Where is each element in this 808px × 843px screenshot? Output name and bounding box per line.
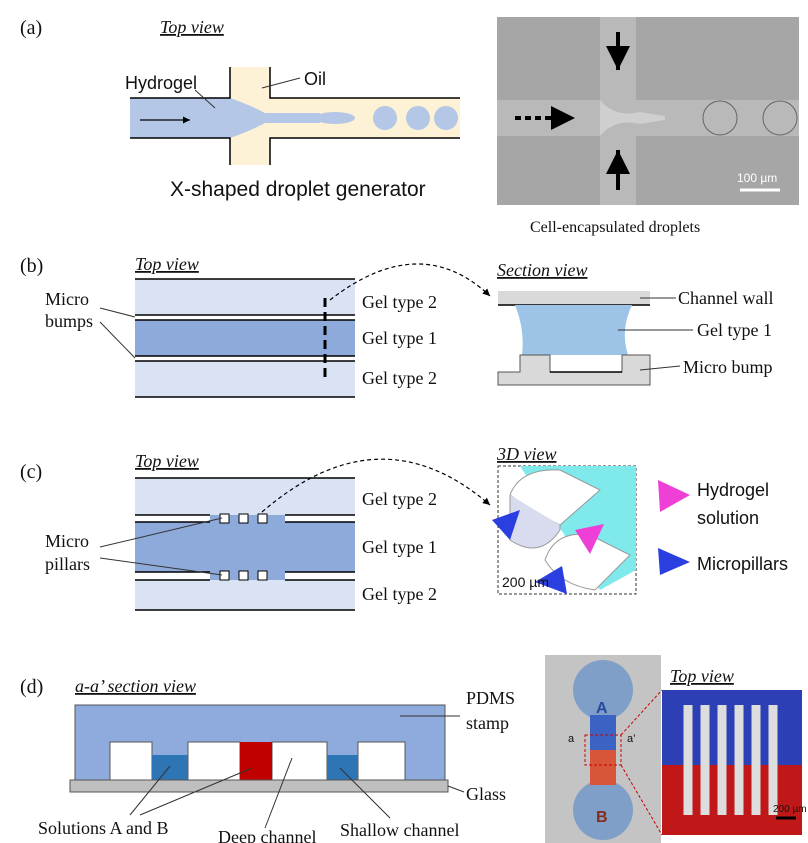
label: bumps	[45, 311, 93, 331]
panel-b: (b) Top view Micro bumps Gel type 2 Gel …	[20, 254, 773, 397]
panel-c: (c) Top view Micro pillars Gel type 2 Ge…	[20, 444, 788, 610]
shape-rect	[135, 522, 355, 572]
label: Micro	[45, 289, 89, 309]
shape-rect	[188, 742, 240, 780]
label: Gel type 1	[697, 320, 772, 340]
label: Shallow channel	[340, 820, 459, 840]
panel-label: (a)	[20, 17, 42, 39]
shape-rect	[110, 742, 152, 780]
view-title: Top view	[135, 254, 199, 274]
caption: Cell-encapsulated droplets	[530, 219, 700, 236]
shape-circle	[373, 106, 397, 130]
shape-rect	[358, 742, 405, 780]
shape-rect	[239, 571, 248, 580]
caption: X-shaped droplet generator	[170, 178, 426, 201]
label: Gel type 1	[362, 537, 437, 557]
shape-rect	[662, 765, 802, 835]
shape-rect	[135, 279, 355, 315]
shape-rect	[135, 478, 355, 515]
shape-rect	[590, 715, 616, 750]
label: Hydrogel	[697, 480, 769, 500]
label: Glass	[466, 784, 506, 804]
view-title: a-a’ section view	[75, 676, 196, 696]
shape-rect	[152, 755, 188, 780]
label: solution	[697, 508, 759, 528]
inlet-label: B	[596, 809, 608, 826]
shape-circle	[434, 106, 458, 130]
panel-label: (b)	[20, 255, 43, 277]
scale-label: 200 µm	[773, 804, 807, 815]
label: PDMS	[466, 688, 515, 708]
shape-rect	[590, 750, 616, 785]
label: Gel type 2	[362, 368, 437, 388]
shape-rect	[240, 742, 272, 780]
label: Hydrogel	[125, 73, 197, 93]
shape-rect	[220, 571, 229, 580]
label: Micropillars	[697, 554, 788, 574]
label: Channel wall	[678, 288, 773, 308]
shape-line	[100, 308, 135, 317]
shape-rect	[135, 361, 355, 397]
label: Solutions A and B	[38, 818, 169, 838]
shape-circle	[406, 106, 430, 130]
cut-label: a’	[627, 733, 636, 745]
panel-a: (a) Top view Hydrogel Oil X-shaped dropl…	[20, 17, 799, 236]
scale-label: 200 µm	[502, 574, 549, 590]
label: Gel type 1	[362, 328, 437, 348]
shape-line	[448, 786, 464, 792]
shape-rect	[135, 320, 355, 356]
view-title: Top view	[160, 17, 224, 37]
view-title: Top view	[670, 666, 734, 686]
shape-path	[498, 355, 650, 385]
label: Micro	[45, 531, 89, 551]
panel-label: (d)	[20, 676, 43, 698]
shape-line	[100, 322, 135, 358]
scale-label: 100 µm	[737, 171, 777, 185]
shape-ellipse	[315, 112, 355, 124]
panel-d: (d) a-a’ section view PDMS stamp Glass S…	[20, 655, 807, 843]
shape-rect	[662, 690, 802, 765]
inlet-label: A	[596, 700, 608, 717]
label: Gel type 2	[362, 292, 437, 312]
label: stamp	[466, 713, 509, 733]
shape-rect	[272, 742, 327, 780]
label: Gel type 2	[362, 489, 437, 509]
view-title: Section view	[497, 260, 587, 280]
shape-rect	[239, 514, 248, 523]
shape-rect	[135, 580, 355, 610]
shape-polygon	[658, 548, 690, 575]
label: Gel type 2	[362, 584, 437, 604]
shape-polygon	[658, 480, 690, 512]
shape-rect	[498, 291, 650, 305]
cut-label: a	[568, 733, 575, 745]
panel-label: (c)	[20, 461, 42, 483]
shape-rect	[70, 780, 448, 792]
shape-rect	[327, 755, 358, 780]
label: Deep channel	[218, 827, 316, 843]
figure: (a) Top view Hydrogel Oil X-shaped dropl…	[0, 0, 808, 843]
shape-rect	[258, 514, 267, 523]
shape-rect	[258, 571, 267, 580]
view-title: Top view	[135, 451, 199, 471]
label: Oil	[304, 69, 326, 89]
label: pillars	[45, 554, 90, 574]
view-title: 3D view	[496, 444, 556, 464]
label: Micro bump	[683, 357, 773, 377]
